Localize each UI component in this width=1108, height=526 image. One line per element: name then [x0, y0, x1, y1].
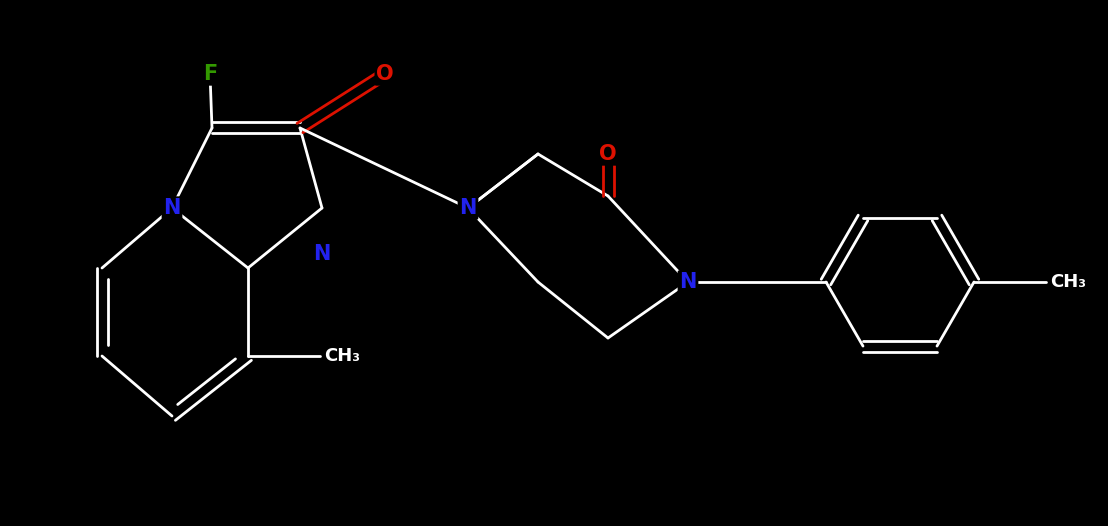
Text: F: F [203, 64, 217, 84]
Text: CH₃: CH₃ [1050, 273, 1086, 291]
Text: N: N [679, 272, 697, 292]
Text: N: N [460, 198, 476, 218]
Text: CH₃: CH₃ [324, 347, 360, 365]
Text: O: O [599, 144, 617, 164]
Text: O: O [377, 64, 393, 84]
Text: N: N [314, 244, 330, 264]
Text: N: N [163, 198, 181, 218]
